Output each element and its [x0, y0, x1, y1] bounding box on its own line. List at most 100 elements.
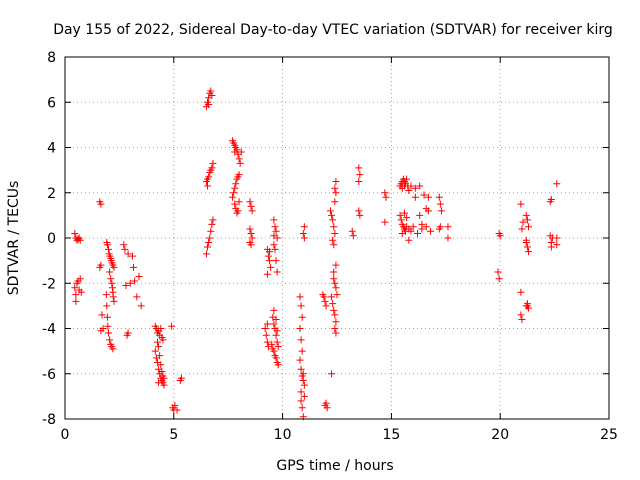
data-point — [414, 229, 422, 237]
data-point — [405, 186, 413, 194]
data-point — [207, 87, 215, 95]
data-point — [409, 223, 417, 231]
data-point — [205, 101, 213, 109]
data-point — [236, 159, 244, 167]
data-points — [71, 87, 561, 421]
x-tick-label: 20 — [491, 427, 509, 443]
data-point — [400, 182, 408, 190]
y-tick-label: -8 — [42, 412, 56, 428]
data-point — [231, 184, 239, 192]
data-point — [435, 193, 443, 201]
data-point — [104, 322, 112, 330]
data-point — [272, 331, 280, 339]
data-point — [330, 241, 338, 249]
data-point — [547, 196, 555, 204]
data-point — [348, 227, 356, 235]
data-point — [524, 248, 532, 256]
data-point — [208, 164, 216, 172]
data-point — [297, 302, 305, 310]
data-point — [407, 182, 415, 190]
data-point — [232, 180, 240, 188]
data-point — [349, 232, 357, 240]
data-point — [331, 198, 339, 206]
data-point — [355, 177, 363, 185]
y-tick-label: -6 — [42, 367, 56, 383]
data-point — [205, 173, 213, 181]
data-point — [128, 252, 136, 260]
y-tick-label: 4 — [47, 141, 56, 157]
data-point — [330, 268, 338, 276]
data-point — [204, 243, 212, 251]
data-point — [274, 343, 282, 351]
y-tick-label: 6 — [47, 95, 56, 111]
data-point — [272, 354, 280, 362]
data-point — [496, 232, 504, 240]
data-point — [157, 361, 165, 369]
data-point — [522, 236, 530, 244]
data-point — [130, 263, 138, 271]
data-point — [553, 180, 561, 188]
data-point — [267, 263, 275, 271]
data-point — [403, 214, 411, 222]
data-point — [270, 347, 278, 355]
data-point — [131, 277, 139, 285]
data-point — [209, 216, 217, 224]
data-point — [416, 182, 424, 190]
data-point — [332, 329, 340, 337]
data-point — [299, 370, 307, 378]
data-point — [270, 241, 278, 249]
data-point — [296, 325, 304, 332]
data-point — [356, 211, 364, 219]
data-point — [298, 404, 306, 412]
x-tick-labels: 0 5 10 15 20 25 — [61, 427, 618, 443]
y-axis-label: SDTVAR / TECUs — [6, 181, 22, 296]
data-point — [411, 184, 419, 192]
data-point — [331, 325, 339, 332]
data-point — [297, 388, 305, 396]
data-point — [72, 297, 80, 305]
data-point — [102, 291, 110, 299]
data-point — [518, 315, 526, 323]
data-point — [299, 229, 307, 237]
data-point — [171, 401, 179, 409]
data-point — [270, 306, 278, 314]
x-tick-label: 15 — [382, 427, 400, 443]
data-point — [271, 245, 279, 253]
data-point — [156, 352, 164, 360]
data-point — [382, 193, 390, 201]
data-point — [106, 336, 114, 344]
data-point — [135, 272, 143, 280]
data-point — [126, 279, 134, 287]
data-point — [155, 379, 163, 387]
data-point — [270, 216, 278, 224]
data-point — [159, 336, 167, 344]
data-point — [109, 345, 117, 353]
data-point — [204, 182, 212, 190]
data-point — [105, 329, 113, 337]
data-point — [248, 234, 256, 242]
data-point — [329, 236, 337, 244]
data-point — [300, 234, 308, 242]
data-point — [355, 164, 363, 172]
data-point — [77, 288, 85, 296]
data-point — [523, 302, 531, 310]
data-point — [109, 293, 117, 301]
data-point — [247, 229, 255, 237]
data-point — [273, 338, 281, 346]
data-point — [264, 252, 272, 260]
data-point — [235, 171, 243, 179]
data-point — [263, 270, 271, 278]
y-tick-label: 2 — [47, 186, 56, 202]
data-point — [235, 198, 243, 206]
data-point — [120, 241, 128, 249]
data-point — [330, 223, 338, 231]
data-point — [524, 223, 532, 231]
data-point — [124, 250, 132, 258]
data-point — [155, 343, 163, 351]
data-point — [158, 367, 166, 375]
data-point — [229, 193, 237, 201]
data-point — [444, 223, 452, 231]
data-point — [416, 211, 424, 219]
data-point — [422, 223, 430, 231]
data-point — [153, 338, 161, 346]
